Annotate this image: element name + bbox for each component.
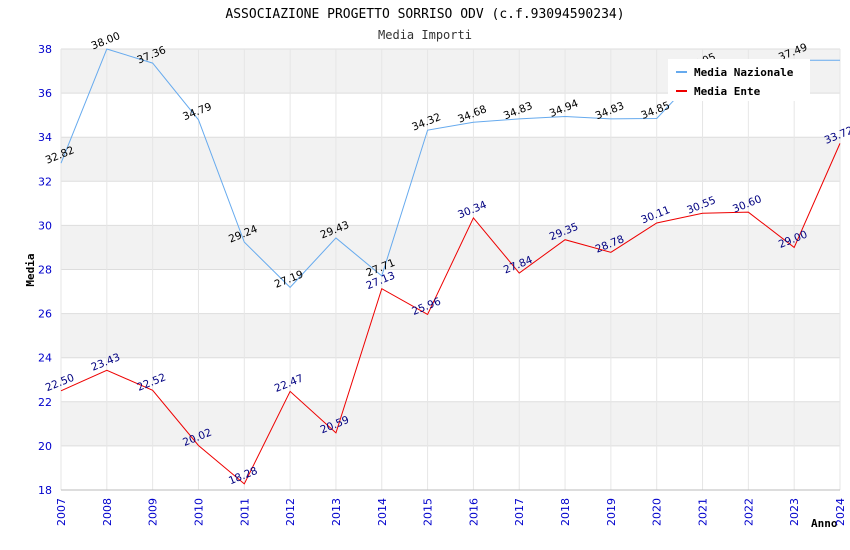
legend: Media Nazionale Media Ente xyxy=(668,59,810,101)
grid-band xyxy=(61,269,840,314)
x-tick-label: 2008 xyxy=(101,498,114,526)
x-tick-label: 2021 xyxy=(697,498,710,526)
x-tick-label: 2014 xyxy=(376,498,389,526)
grid-lines xyxy=(60,48,841,491)
grid-band xyxy=(61,225,840,270)
x-axis-label: Anno xyxy=(811,517,838,530)
x-tick-label: 2019 xyxy=(605,498,618,526)
x-tick-label: 2017 xyxy=(513,498,526,526)
y-tick-label: 18 xyxy=(38,484,52,497)
y-tick-label: 20 xyxy=(38,440,52,453)
x-tick-label: 2015 xyxy=(422,498,435,526)
y-axis-ticks: 18 20 22 24 26 28 30 32 34 36 38 xyxy=(38,43,52,497)
grid-band xyxy=(61,181,840,226)
y-tick-label: 24 xyxy=(38,352,52,365)
grid-band xyxy=(61,401,840,446)
grid-band xyxy=(61,445,840,490)
legend-label: Media Ente xyxy=(694,85,761,98)
y-tick-label: 32 xyxy=(38,175,52,188)
series-line xyxy=(60,143,841,485)
x-tick-label: 2018 xyxy=(559,498,572,526)
y-tick-label: 28 xyxy=(38,264,52,277)
legend-box xyxy=(668,59,810,101)
y-tick-label: 34 xyxy=(38,131,52,144)
x-axis-ticks: 2007 2008 2009 2010 2011 2012 2013 2014 2015 2016… xyxy=(55,498,847,526)
x-tick-label: 2013 xyxy=(330,498,343,526)
x-tick-label: 2022 xyxy=(742,498,755,526)
y-axis-label: Media xyxy=(24,253,37,286)
x-tick-label: 2020 xyxy=(651,498,664,526)
grid-band xyxy=(61,357,840,402)
x-tick-label: 2016 xyxy=(467,498,480,526)
x-tick-label: 2024 xyxy=(834,498,847,526)
legend-label: Media Nazionale xyxy=(694,66,794,79)
y-tick-label: 38 xyxy=(38,43,52,56)
x-tick-label: 2010 xyxy=(192,498,205,526)
y-tick-label: 22 xyxy=(38,396,52,409)
grid-band xyxy=(61,137,840,182)
x-tick-label: 2011 xyxy=(238,498,251,526)
x-tick-label: 2007 xyxy=(55,498,68,526)
x-tick-label: 2009 xyxy=(147,498,160,526)
grid-band xyxy=(61,313,840,358)
y-tick-label: 26 xyxy=(38,308,52,321)
grid-bands xyxy=(61,49,840,490)
y-tick-label: 30 xyxy=(38,219,52,232)
chart-title: ASSOCIAZIONE PROGETTO SORRISO ODV (c.f.9… xyxy=(225,7,624,22)
chart-subtitle: Media Importi xyxy=(378,28,472,42)
x-tick-label: 2012 xyxy=(284,498,297,526)
y-tick-label: 36 xyxy=(38,87,52,100)
x-tick-label: 2023 xyxy=(788,498,801,526)
